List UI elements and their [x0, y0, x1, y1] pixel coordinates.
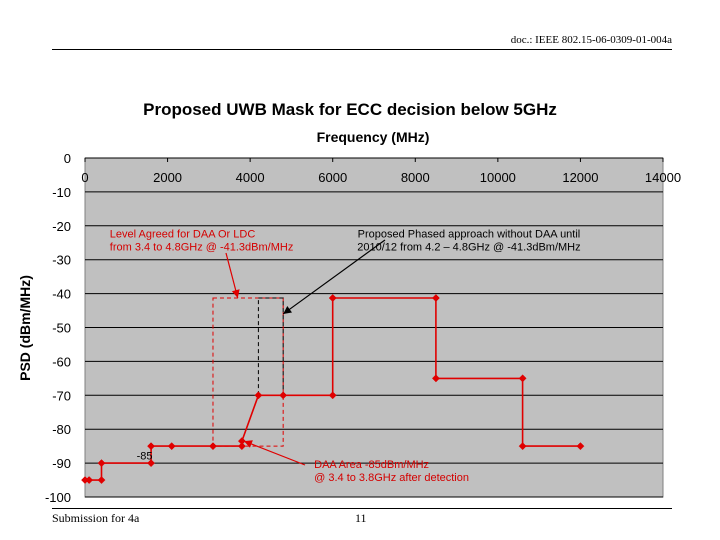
x-tick-label: 2000 — [153, 170, 182, 185]
daa-region-box — [212, 297, 284, 447]
y-axis-title: PSD (dBm/MHz) — [17, 275, 33, 381]
annotation-phased-line: Proposed Phased approach without DAA unt… — [358, 229, 581, 241]
data-point — [85, 476, 94, 485]
x-tick-label: 12000 — [562, 170, 598, 185]
x-tick-label: 10000 — [480, 170, 516, 185]
y-tick-label: -70 — [52, 388, 71, 403]
y-tick-label: -50 — [52, 321, 71, 336]
y-tick-label: -40 — [52, 287, 71, 302]
doc-header: doc.: IEEE 802.15-06-0309-01-004a — [510, 34, 672, 46]
data-point — [237, 442, 246, 451]
header-divider — [52, 49, 672, 50]
data-point — [209, 442, 217, 451]
y-tick-label: -80 — [52, 422, 71, 437]
annotation-daa-area-line: DAA Area -85dBm/MHz — [314, 459, 429, 471]
footer-divider — [52, 508, 672, 509]
annotation-minus85-line: -85 — [137, 451, 153, 463]
y-tick-label: -20 — [52, 219, 71, 234]
x-tick-label: 8000 — [401, 170, 430, 185]
y-tick-label: -30 — [52, 253, 71, 268]
data-point — [576, 442, 585, 451]
data-point — [167, 442, 176, 451]
y-tick-label: -10 — [52, 185, 71, 200]
data-point — [147, 459, 156, 468]
y-tick-label: 0 — [64, 151, 71, 166]
page-number: 11 — [355, 511, 367, 525]
data-point — [97, 476, 106, 485]
data-point — [328, 391, 337, 400]
uwb-mask-chart: Proposed UWB Mask for ECC decision below… — [17, 100, 681, 505]
footer-submission: Submission for 4a — [52, 511, 140, 525]
annotation-arrowhead — [243, 440, 253, 448]
annotation-leader-line — [243, 440, 306, 466]
data-point — [431, 374, 440, 383]
data-point — [254, 391, 263, 400]
x-tick-label: 4000 — [236, 170, 265, 185]
data-point — [237, 437, 246, 446]
chart-title: Proposed UWB Mask for ECC decision below… — [143, 100, 557, 119]
x-tick-label: 0 — [81, 170, 88, 185]
annotation-arrowhead — [231, 289, 240, 299]
data-point — [518, 442, 527, 451]
y-tick-label: -90 — [52, 456, 71, 471]
data-point — [279, 391, 288, 400]
x-axis-title: Frequency (MHz) — [317, 129, 430, 145]
annotation-daa-ldc-line: from 3.4 to 4.8GHz @ -41.3dBm/MHz — [110, 242, 294, 254]
y-tick-label: -60 — [52, 354, 71, 369]
annotation-daa-area-line: @ 3.4 to 3.8GHz after detection — [314, 472, 469, 484]
data-point — [328, 294, 337, 302]
data-point — [147, 442, 156, 451]
x-tick-label: 14000 — [645, 170, 681, 185]
x-tick-label: 6000 — [318, 170, 347, 185]
annotation-daa-ldc-line: Level Agreed for DAA Or LDC — [110, 229, 256, 241]
data-point — [97, 459, 106, 468]
y-tick-label: -100 — [45, 490, 71, 505]
annotation-phased-line: 2010/12 from 4.2 – 4.8GHz @ -41.3dBm/MHz — [357, 242, 580, 254]
annotation-arrowhead — [283, 306, 292, 314]
data-point — [518, 374, 527, 383]
data-point — [431, 294, 440, 302]
annotation-leader-line — [282, 239, 386, 315]
